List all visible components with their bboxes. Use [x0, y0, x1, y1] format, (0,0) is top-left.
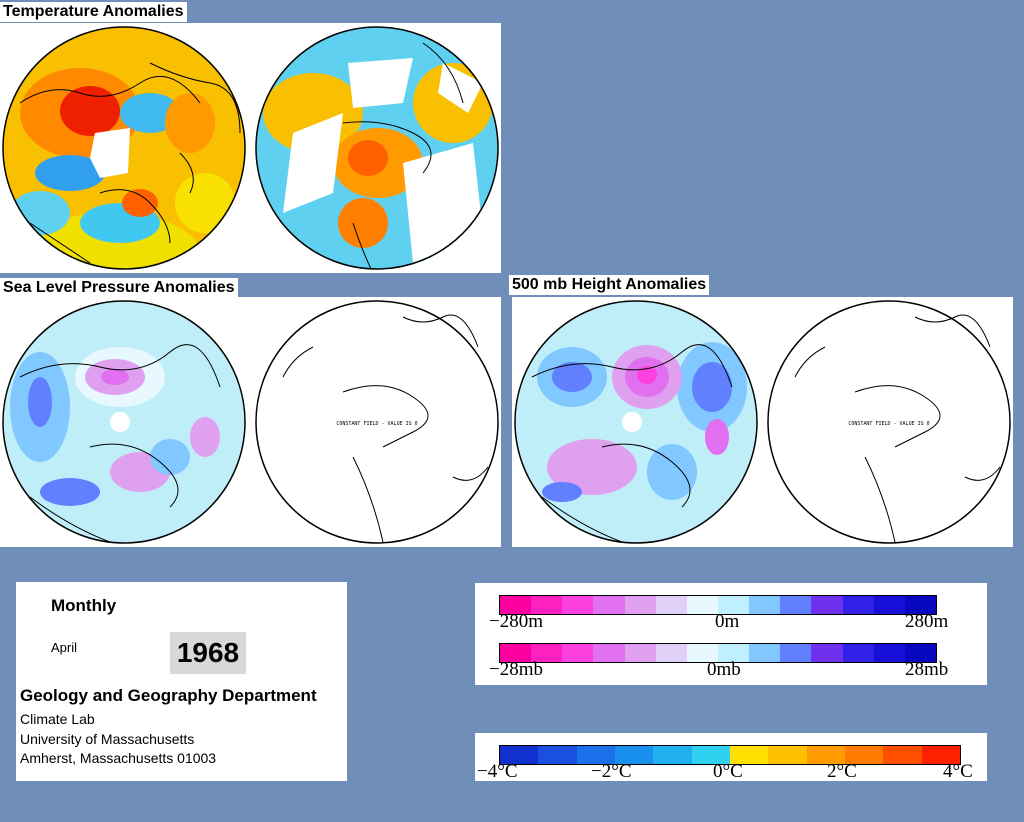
department-label: Geology and Geography Department [20, 686, 317, 705]
temp-label-0: 0°C [713, 761, 743, 782]
colorbar-swatch [686, 596, 718, 614]
colorbar-swatch [873, 596, 905, 614]
colorbar-swatch [593, 596, 625, 614]
height-label-zero: 0m [715, 611, 740, 632]
colorbar-swatch [614, 746, 654, 764]
temperature-title: Temperature Anomalies [0, 2, 187, 22]
colorbar-swatch [904, 644, 936, 662]
temperature-map-left [2, 26, 246, 270]
colorbar-swatch [655, 644, 687, 662]
colorbar-swatch [686, 644, 718, 662]
temp-label-4: 4°C [943, 761, 973, 782]
temp-label-m4: −4°C [477, 761, 518, 782]
pressure-label-min: −28mb [489, 659, 543, 680]
height-pressure-legend: −280m 0m 280m −28mb 0mb 28mb [475, 583, 987, 685]
colorbar-swatch [562, 644, 594, 662]
colorbar-swatch [749, 596, 781, 614]
colorbar-swatch [531, 596, 563, 614]
colorbar-swatch [780, 596, 812, 614]
colorbar-swatch [538, 746, 577, 764]
slp-constant-note: CONSTANT FIELD - VALUE IS 0 [336, 421, 417, 427]
colorbar-swatch [749, 644, 781, 662]
address-label: Amherst, Massachusetts 01003 [20, 750, 217, 766]
slp-map-right: CONSTANT FIELD - VALUE IS 0 [255, 300, 499, 544]
colorbar-swatch [717, 596, 750, 614]
slp-map-left [2, 300, 246, 544]
colorbar-swatch [842, 596, 874, 614]
colorbar-swatch [844, 746, 884, 764]
colorbar-swatch [768, 746, 807, 764]
colorbar-swatch [873, 644, 905, 662]
height-label-max: 280m [905, 611, 949, 632]
temp-label-m2: −2°C [591, 761, 632, 782]
colorbar-swatch [806, 746, 845, 764]
height-map-left [514, 300, 758, 544]
month-label: April [51, 640, 78, 655]
period-label: Monthly [51, 596, 117, 615]
colorbar-swatch [811, 596, 843, 614]
height-panel: CONSTANT FIELD - VALUE IS 0 [512, 297, 1013, 547]
colorbar-swatch [904, 596, 936, 614]
info-box: Monthly April 1968 Geology and Geography… [16, 582, 347, 781]
colorbar-swatch [729, 746, 769, 764]
colorbar-swatch [576, 746, 615, 764]
colorbar-swatch [717, 644, 750, 662]
year-label: 1968 [170, 632, 246, 674]
colorbar-swatch [883, 746, 922, 764]
colorbar-swatch [531, 644, 563, 662]
temperature-map-right [255, 26, 499, 270]
temp-label-2: 2°C [827, 761, 857, 782]
height-colorbar [499, 595, 937, 615]
pressure-label-max: 28mb [905, 659, 949, 680]
colorbar-swatch [624, 644, 656, 662]
colorbar-swatch [653, 746, 692, 764]
slp-panel: CONSTANT FIELD - VALUE IS 0 [0, 297, 501, 547]
height-constant-note: CONSTANT FIELD - VALUE IS 0 [848, 421, 929, 427]
colorbar-swatch [691, 746, 730, 764]
colorbar-swatch [780, 644, 812, 662]
colorbar-swatch [655, 596, 687, 614]
colorbar-swatch [500, 596, 532, 614]
colorbar-swatch [811, 644, 843, 662]
lab-label: Climate Lab [20, 711, 95, 727]
height-map-right: CONSTANT FIELD - VALUE IS 0 [767, 300, 1011, 544]
colorbar-swatch [921, 746, 960, 764]
slp-title: Sea Level Pressure Anomalies [0, 278, 238, 298]
colorbar-swatch [624, 596, 656, 614]
colorbar-swatch [500, 644, 532, 662]
university-label: University of Massachusetts [20, 731, 195, 747]
pressure-label-zero: 0mb [707, 659, 741, 680]
pressure-colorbar [499, 643, 937, 663]
colorbar-swatch [593, 644, 625, 662]
temperature-colorbar [499, 745, 961, 765]
temperature-legend: −4°C −2°C 0°C 2°C 4°C [475, 733, 987, 782]
colorbar-swatch [842, 644, 874, 662]
temperature-panel [0, 23, 501, 273]
height-title: 500 mb Height Anomalies [509, 275, 710, 295]
colorbar-swatch [562, 596, 594, 614]
height-label-min: −280m [489, 611, 543, 632]
colorbar-swatch [500, 746, 539, 764]
